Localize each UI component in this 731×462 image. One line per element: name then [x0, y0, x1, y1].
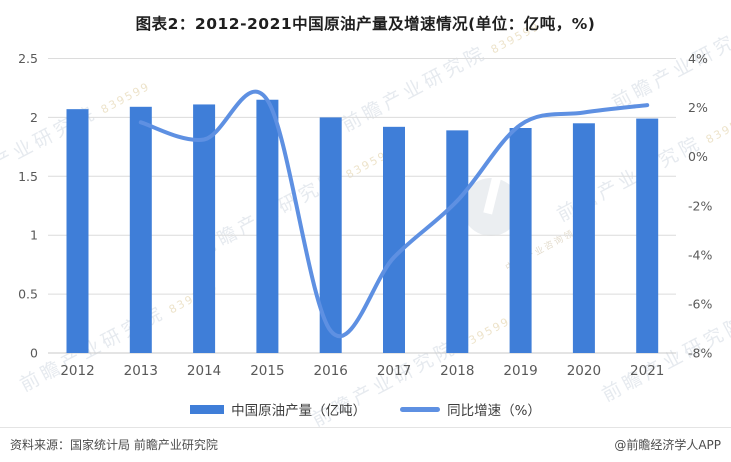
right-axis-tick-label: -8% — [688, 346, 712, 361]
bar-2019 — [509, 128, 532, 353]
data-source-note: 资料来源：国家统计局 前瞻产业研究院 — [10, 438, 218, 452]
bar-2013 — [129, 106, 152, 353]
x-axis-label-2016: 2016 — [314, 363, 348, 379]
bar-2014 — [193, 104, 216, 353]
bar-series-swatch-icon — [190, 404, 225, 414]
right-axis-tick-label: -4% — [688, 247, 712, 262]
x-axis-label-2013: 2013 — [124, 363, 158, 379]
right-axis-tick-label: 0% — [688, 149, 708, 164]
bar-2018 — [446, 130, 469, 353]
left-axis-tick-label: 1 — [30, 228, 38, 243]
left-axis-tick-label: 2 — [30, 110, 38, 125]
chart-plot-area: 2.5 2 1.5 1 0.5 0 4% 2% 0% -2% -4% -6% -8% 2012 2013 20… — [18, 51, 712, 379]
x-axis-label-2015: 2015 — [250, 363, 284, 379]
x-axis-label-2014: 2014 — [187, 363, 221, 379]
x-axis-label-2020: 2020 — [567, 363, 601, 379]
growth-rate-line — [138, 89, 650, 339]
chart-title: 图表2：2012-2021中国原油产量及增速情况(单位：亿吨，%) — [135, 15, 596, 33]
bar-2016 — [319, 117, 342, 354]
x-axis-label-2017: 2017 — [377, 363, 411, 379]
right-axis-tick-label: -6% — [688, 296, 712, 311]
credit-note: @前瞻经济学人APP — [614, 438, 721, 452]
x-axis-label-2012: 2012 — [60, 363, 94, 379]
x-axis-label-2021: 2021 — [630, 363, 664, 379]
right-axis-tick-label: 2% — [688, 100, 708, 115]
bar-2021 — [636, 118, 659, 353]
right-axis-tick-label: 4% — [688, 51, 708, 66]
legend-label-production: 中国原油产量（亿吨） — [231, 403, 367, 419]
bar-2017 — [383, 126, 405, 353]
x-axis-label-2019: 2019 — [503, 363, 537, 379]
left-axis-tick-label: 1.5 — [18, 169, 38, 184]
footer-divider — [0, 427, 731, 428]
left-axis-tick-label: 0.5 — [18, 287, 38, 302]
line-series-swatch-icon — [400, 406, 441, 412]
bar-2015 — [256, 99, 279, 353]
bar-2012 — [66, 109, 89, 354]
bar-2020 — [572, 123, 595, 353]
x-axis-label-2018: 2018 — [440, 363, 474, 379]
chart-legend: 中国原油产量（亿吨） 同比增速（%） — [0, 399, 731, 419]
right-axis-tick-label: -2% — [688, 198, 712, 213]
left-axis-tick-label: 2.5 — [18, 51, 38, 66]
chart-footer: 资料来源：国家统计局 前瞻产业研究院 @前瞻经济学人APP — [0, 436, 731, 453]
legend-item-growth: 同比增速（%） — [400, 399, 541, 419]
legend-item-production: 中国原油产量（亿吨） — [190, 399, 366, 419]
legend-label-growth: 同比增速（%） — [447, 403, 541, 419]
left-axis-tick-label: 0 — [30, 346, 38, 361]
